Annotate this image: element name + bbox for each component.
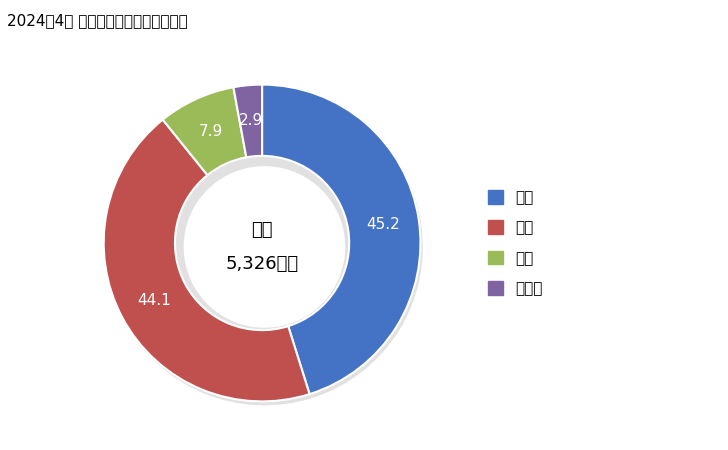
Wedge shape	[236, 89, 264, 167]
Wedge shape	[262, 85, 421, 394]
Wedge shape	[103, 120, 309, 401]
Wedge shape	[106, 124, 312, 405]
Text: 総額: 総額	[251, 221, 273, 239]
Text: 45.2: 45.2	[366, 217, 400, 232]
Text: 7.9: 7.9	[199, 124, 223, 139]
Text: 44.1: 44.1	[137, 293, 170, 308]
Wedge shape	[234, 85, 262, 158]
Wedge shape	[165, 91, 250, 184]
Text: 5,326万円: 5,326万円	[226, 255, 298, 273]
Wedge shape	[264, 89, 423, 398]
Legend: 中国, 米国, 台湾, その他: 中国, 米国, 台湾, その他	[488, 190, 542, 296]
Wedge shape	[163, 87, 246, 175]
Text: 2.9: 2.9	[239, 113, 263, 128]
Text: 2024年4月 輸入相手国のシェア（％）: 2024年4月 輸入相手国のシェア（％）	[7, 14, 188, 28]
